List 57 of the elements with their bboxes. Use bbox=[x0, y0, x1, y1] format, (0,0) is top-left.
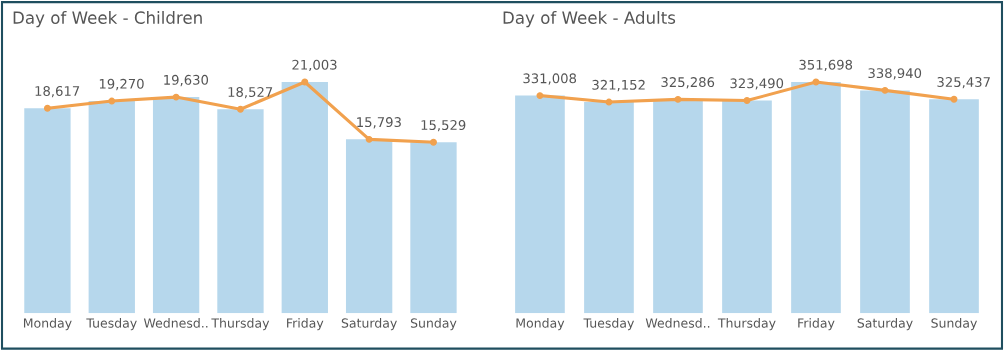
data-label: 321,152 bbox=[592, 79, 645, 92]
bar bbox=[281, 82, 328, 314]
point bbox=[536, 92, 544, 100]
data-label: 331,008 bbox=[523, 73, 577, 85]
data-label: 21,003 bbox=[292, 59, 337, 72]
bar bbox=[410, 142, 457, 314]
bar bbox=[860, 90, 910, 314]
data-label: 18,617 bbox=[35, 86, 80, 98]
data-label: 15,529 bbox=[421, 120, 466, 132]
data-label: 19,270 bbox=[99, 78, 144, 91]
x-tick-label: Wednesd.. bbox=[645, 318, 710, 328]
x-tick-label: Friday bbox=[798, 318, 835, 331]
point bbox=[743, 97, 751, 105]
data-label: 323,490 bbox=[730, 78, 784, 90]
bar bbox=[345, 139, 393, 314]
chart-title: Day of Week - Adults bbox=[503, 11, 676, 28]
point bbox=[881, 86, 889, 94]
bar bbox=[217, 109, 264, 314]
bar bbox=[653, 99, 703, 314]
bar bbox=[515, 95, 565, 314]
point bbox=[301, 78, 309, 86]
data-label: 351,698 bbox=[799, 59, 853, 72]
data-label: 19,630 bbox=[164, 74, 209, 87]
chart-title: Day of Week - Children bbox=[13, 11, 202, 28]
data-label: 18,527 bbox=[228, 87, 273, 99]
bar bbox=[152, 97, 200, 314]
x-tick-label: Tuesday bbox=[86, 318, 137, 331]
bar bbox=[584, 102, 634, 314]
x-tick-label: Friday bbox=[287, 318, 324, 331]
point bbox=[365, 135, 373, 143]
point bbox=[172, 93, 180, 101]
x-tick-label: Monday bbox=[516, 318, 565, 331]
point bbox=[674, 95, 682, 103]
x-tick-label: Sunday bbox=[410, 318, 457, 331]
x-tick-label: Thursday bbox=[211, 318, 270, 331]
data-label: 15,793 bbox=[357, 117, 401, 129]
bar bbox=[88, 101, 135, 314]
x-tick-label: Tuesday bbox=[583, 318, 635, 331]
x-tick-label: Saturday bbox=[857, 318, 913, 331]
x-tick-label: Monday bbox=[23, 318, 72, 331]
point bbox=[430, 138, 437, 146]
point bbox=[43, 104, 51, 112]
point bbox=[108, 97, 116, 105]
bar bbox=[24, 108, 71, 314]
x-tick-label: Thursday bbox=[717, 318, 776, 331]
data-label: 325,286 bbox=[661, 77, 715, 89]
point bbox=[236, 105, 244, 113]
x-tick-label: Saturday bbox=[341, 318, 397, 331]
x-tick-label: Wednesd.. bbox=[143, 318, 208, 328]
x-tick-label: Sunday bbox=[931, 318, 978, 331]
data-label: 325,437 bbox=[937, 77, 990, 89]
point bbox=[950, 95, 958, 103]
bar bbox=[929, 99, 979, 314]
bar bbox=[722, 100, 772, 314]
bar bbox=[791, 82, 841, 314]
point bbox=[605, 98, 613, 106]
data-label: 338,940 bbox=[868, 68, 922, 80]
